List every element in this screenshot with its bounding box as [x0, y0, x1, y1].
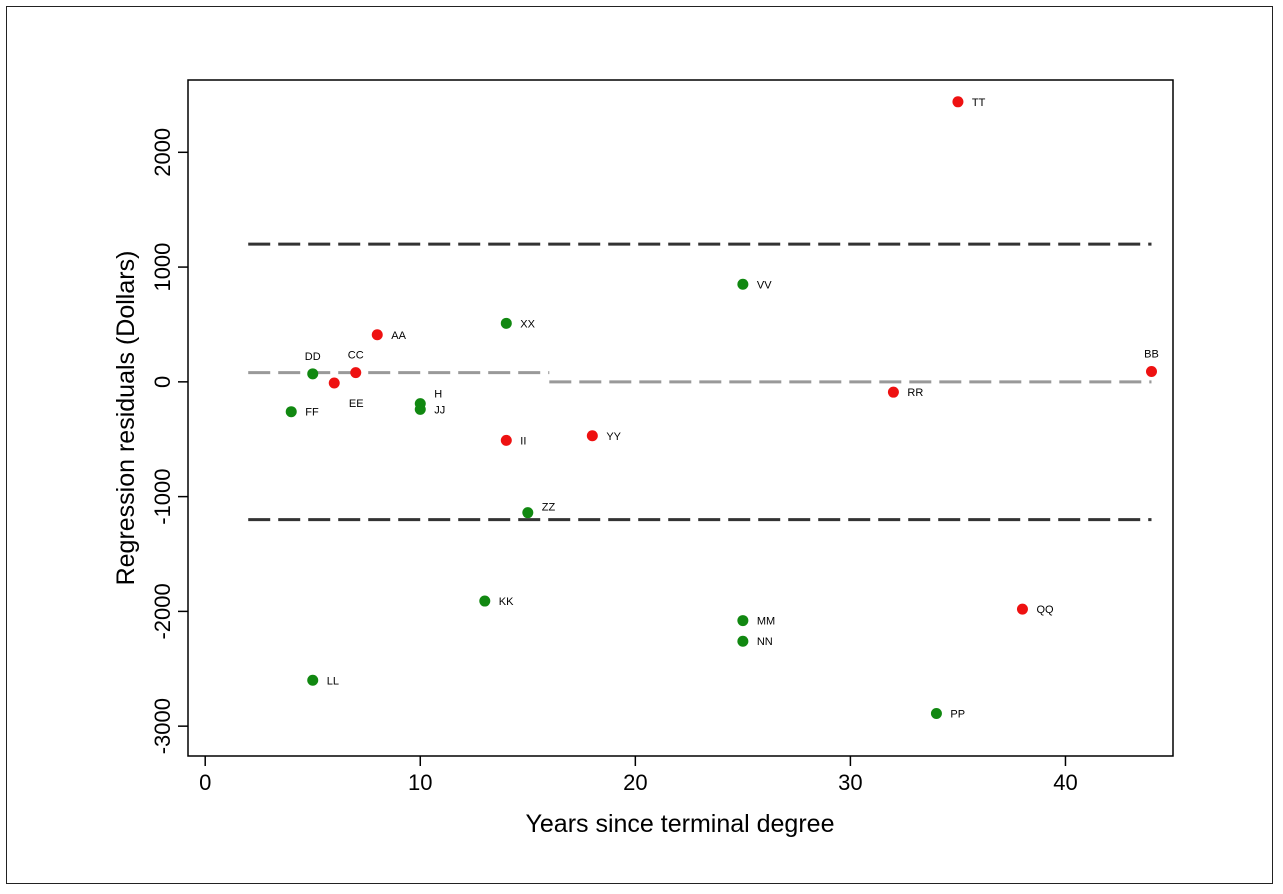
point-label-dd: DD: [305, 351, 321, 363]
data-point-pp: [930, 708, 942, 720]
x-tick-label: 30: [838, 770, 862, 795]
point-label-cc: CC: [348, 350, 364, 362]
data-point-dd: [307, 368, 319, 380]
point-label-pp: PP: [950, 709, 965, 721]
data-point-jj: [414, 403, 426, 415]
y-axis: -3000 -2000 -1000 0 1000 2000: [150, 128, 188, 754]
data-point-yy: [586, 430, 598, 442]
y-tick-label: -3000: [150, 698, 175, 754]
x-axis: 0 10 20 30 40: [199, 756, 1078, 795]
data-point-qq: [1016, 603, 1028, 615]
data-point-aa: [371, 329, 383, 341]
data-point-xx: [500, 317, 512, 329]
x-tick-label: 40: [1053, 770, 1077, 795]
point-label-ee: EE: [349, 398, 364, 410]
x-tick-label: 0: [199, 770, 211, 795]
data-point-mm: [737, 615, 749, 627]
point-label-ii: II: [520, 435, 526, 447]
data-point-rr: [887, 386, 899, 398]
data-point-zz: [522, 507, 534, 519]
y-axis-title: Regression residuals (Dollars): [112, 251, 140, 586]
point-label-vv: VV: [757, 279, 772, 291]
point-label-zz: ZZ: [542, 502, 556, 514]
plot-area: [187, 79, 1174, 757]
data-point-vv: [737, 278, 749, 290]
point-label-kk: KK: [499, 596, 514, 608]
point-label-tt: TT: [972, 97, 986, 109]
data-point-ff: [285, 406, 297, 418]
data-point-bb: [1145, 366, 1157, 378]
x-axis-title: Years since terminal degree: [526, 810, 835, 838]
point-label-ll: LL: [327, 675, 339, 687]
point-label-bb: BB: [1144, 349, 1159, 361]
point-label-jj: JJ: [434, 404, 445, 416]
x-tick-label: 20: [623, 770, 647, 795]
point-label-mm: MM: [757, 616, 775, 628]
y-tick-label: 0: [150, 376, 175, 388]
data-point-ee: [328, 377, 340, 389]
point-label-ff: FF: [305, 407, 319, 419]
point-label-aa: AA: [391, 330, 406, 342]
y-tick-label: -1000: [150, 468, 175, 524]
y-tick-label: 1000: [150, 243, 175, 292]
data-point-nn: [737, 635, 749, 647]
data-point-ll: [307, 674, 319, 686]
data-point-tt: [952, 96, 964, 108]
x-tick-label: 10: [408, 770, 432, 795]
point-label-qq: QQ: [1036, 604, 1054, 616]
point-label-yy: YY: [606, 431, 621, 443]
y-tick-label: -2000: [150, 583, 175, 639]
data-point-kk: [479, 595, 491, 607]
data-point-cc: [350, 367, 362, 379]
data-points: TT VV XX AA DD CC EE BB RR FF H JJ II YY ZZ KK MM NN QQ LL P…: [285, 96, 1159, 721]
point-label-rr: RR: [907, 387, 923, 399]
point-label-nn: NN: [757, 636, 773, 648]
point-label-h: H: [434, 389, 442, 401]
figure-frame: [6, 6, 1273, 884]
point-label-xx: XX: [520, 318, 535, 330]
y-tick-label: 2000: [150, 128, 175, 177]
reference-lines: [248, 242, 1152, 522]
data-point-ii: [500, 434, 512, 446]
